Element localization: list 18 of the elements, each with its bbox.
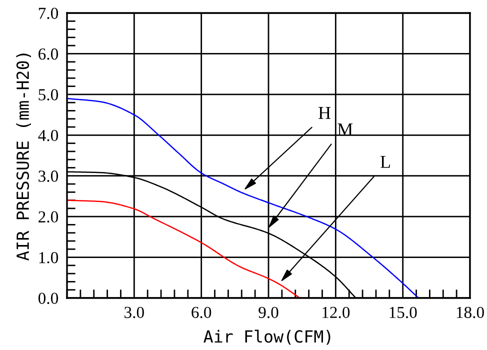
x-tick-label: 18.0 (456, 306, 484, 318)
x-tick-label: 9.0 (258, 306, 278, 318)
y-tick-label: 0.0 (38, 292, 58, 304)
y-tick-label: 5.0 (38, 89, 58, 100)
x-tick-label: 3.0 (124, 306, 144, 318)
x-axis-title: Air Flow(CFM) (204, 330, 330, 345)
y-tick-label: 4.0 (38, 130, 58, 142)
x-tick-label: 15.0 (390, 306, 417, 318)
y-axis-title: AIR PRESSURE (mm-H20) (16, 54, 32, 261)
y-tick-label: 7.0 (38, 8, 58, 20)
x-tick-label: 6.0 (192, 306, 212, 318)
y-tick-label: 2.0 (38, 211, 58, 223)
y-tick-label: 3.0 (38, 170, 58, 182)
annotation: L (380, 156, 390, 168)
y-tick-label: 6.0 (38, 48, 58, 60)
annotation: H (318, 107, 331, 119)
x-tick-label: 12.0 (322, 306, 350, 318)
y-tick-label: 1.0 (39, 252, 58, 264)
